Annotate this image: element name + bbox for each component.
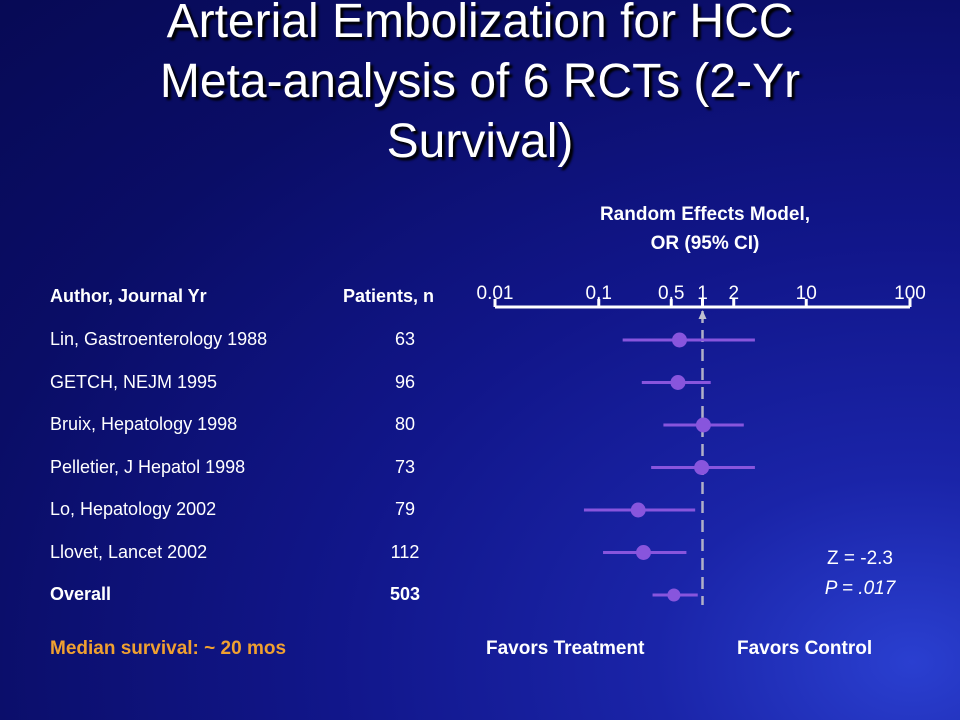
study-patients: 96 bbox=[394, 371, 416, 392]
title-line-1: Arterial Embolization for HCC bbox=[166, 0, 794, 48]
study-patients: 73 bbox=[394, 456, 416, 477]
overall-label: Overall bbox=[50, 584, 112, 604]
overall-point bbox=[667, 588, 681, 602]
x-tick-label: 0.01 bbox=[477, 283, 514, 304]
model-title: Random Effects Model, OR (95% CI) bbox=[540, 200, 870, 258]
study-point bbox=[695, 417, 711, 433]
x-tick-label: 0.5 bbox=[658, 283, 684, 304]
study-label: Lin, Gastroenterology 1988 bbox=[50, 329, 268, 349]
overall-patients: 503 bbox=[389, 584, 421, 604]
study-point bbox=[636, 545, 652, 560]
model-title-line-2: OR (95% CI) bbox=[650, 233, 760, 254]
study-patients: 112 bbox=[390, 541, 420, 562]
study-label: Pelletier, J Hepatol 1998 bbox=[50, 456, 246, 477]
study-label: Lo, Hepatology 2002 bbox=[50, 499, 217, 519]
favors-treatment-label: Favors Treatment bbox=[486, 638, 645, 659]
model-title-line-1: Random Effects Model, bbox=[599, 204, 811, 225]
study-label: GETCH, NEJM 1995 bbox=[50, 371, 218, 392]
study-patients: 80 bbox=[394, 414, 416, 434]
study-label: Llovet, Lancet 2002 bbox=[50, 541, 208, 562]
patients-column-header: Patients, n bbox=[343, 286, 435, 306]
reference-arrow bbox=[698, 310, 707, 319]
study-point bbox=[630, 502, 646, 518]
study-label: Bruix, Hepatology 1998 bbox=[50, 414, 238, 434]
x-tick-label: 2 bbox=[728, 283, 739, 304]
study-point bbox=[671, 332, 687, 348]
author-column-header: Author, Journal Yr bbox=[50, 286, 207, 306]
favors-control-label: Favors Control bbox=[737, 638, 873, 659]
study-point bbox=[670, 375, 686, 390]
study-patients: 63 bbox=[394, 329, 416, 349]
z-statistic: Z = -2.3 bbox=[827, 548, 893, 569]
slide-title: Arterial Embolization for HCC Meta-analy… bbox=[0, 0, 960, 172]
x-tick-label: 0.1 bbox=[586, 283, 612, 304]
study-patients: 79 bbox=[394, 499, 416, 519]
title-line-2: Meta-analysis of 6 RCTs (2-Yr bbox=[159, 55, 801, 108]
x-tick-label: 1 bbox=[697, 283, 708, 304]
p-value: P = .017 bbox=[824, 578, 896, 599]
x-tick-label: 100 bbox=[894, 283, 926, 304]
x-tick-label: 10 bbox=[796, 283, 817, 304]
study-point bbox=[694, 460, 710, 475]
title-line-3: Survival) bbox=[386, 115, 574, 168]
median-survival-note: Median survival: ~ 20 mos bbox=[50, 638, 287, 659]
